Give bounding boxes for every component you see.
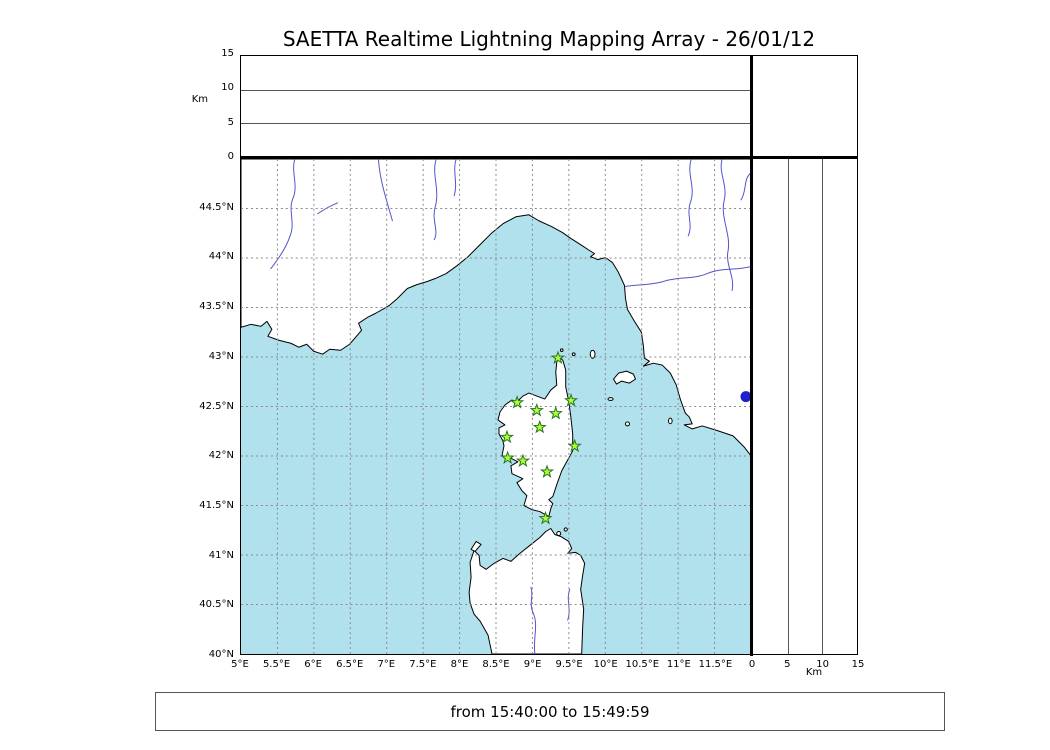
river xyxy=(317,202,339,215)
lma-station-marker xyxy=(529,403,544,417)
island-asinara xyxy=(470,540,482,552)
lon-tick-label: 11.5°E xyxy=(698,659,733,670)
lon-tick-label: 10.5°E xyxy=(625,659,660,670)
river xyxy=(740,172,751,201)
map-panel xyxy=(240,158,752,655)
river xyxy=(270,159,296,270)
lon-tick-label: 9°E xyxy=(523,659,542,670)
lma-station-marker xyxy=(500,450,515,464)
lon-tick-label: 9.5°E xyxy=(555,659,583,670)
lon-tick-label: 6.5°E xyxy=(336,659,364,670)
coastline-sardinia xyxy=(468,528,586,654)
lon-tick-label: 8.5°E xyxy=(482,659,510,670)
alt-lat-gridline xyxy=(822,159,823,654)
lat-tick-label: 41.5°N xyxy=(199,499,234,511)
alt-axis-label-bottom: Km xyxy=(805,667,823,678)
km-tick-label: 15 xyxy=(851,659,865,670)
lma-station-marker xyxy=(548,405,563,420)
river xyxy=(687,159,693,237)
islet xyxy=(571,352,576,357)
lma-station-marker xyxy=(563,393,579,407)
island-caprera xyxy=(563,527,568,532)
lat-tick-label: 40.5°N xyxy=(199,599,234,611)
lat-tick-label: 43.5°N xyxy=(199,301,234,313)
status-bar: from 15:40:00 to 15:49:59 xyxy=(155,692,945,731)
lma-station-marker xyxy=(510,394,525,409)
river xyxy=(720,159,734,291)
lat-tick-label: 41°N xyxy=(208,549,234,561)
km-tick-label: 5 xyxy=(784,659,791,670)
lon-tick-label: 7°E xyxy=(377,659,396,670)
river xyxy=(453,159,457,197)
time-window-text: from 15:40:00 to 15:49:59 xyxy=(450,702,650,721)
rivers xyxy=(270,159,751,654)
lma-station-marker xyxy=(515,453,531,467)
frame-divider-vertical xyxy=(750,55,753,656)
lake-marker xyxy=(740,391,751,403)
lat-tick-label: 42°N xyxy=(208,450,234,462)
island-capraia xyxy=(589,349,596,359)
lma-station-marker xyxy=(550,350,566,364)
km-tick-label: 0 xyxy=(748,659,756,670)
island-montecristo xyxy=(624,421,630,427)
lma-station-marker xyxy=(538,510,553,525)
lma-station-marker xyxy=(539,464,555,478)
lma-station-marker xyxy=(499,429,515,444)
alt-vs-lon-panel xyxy=(240,55,752,158)
figure-title: SAETTA Realtime Lightning Mapping Array … xyxy=(282,27,816,51)
lon-tick-label: 5.5°E xyxy=(262,659,291,670)
lon-tick-label: 11°E xyxy=(666,659,691,670)
landmasses xyxy=(241,159,751,654)
river xyxy=(377,159,393,222)
lon-tick-label: 8°E xyxy=(450,659,469,670)
lma-station-marker xyxy=(567,438,582,453)
alt-tick-label: 5 xyxy=(227,116,234,128)
km-tick-label: 10 xyxy=(816,659,830,670)
river-arno xyxy=(624,266,751,287)
alt-tick-label: 15 xyxy=(221,48,234,59)
alt-vs-lat-panel xyxy=(752,158,858,655)
map-canvas xyxy=(241,159,751,654)
corner-box xyxy=(752,55,858,158)
lon-tick-label: 10°E xyxy=(593,659,618,670)
lon-tick-label: 6°E xyxy=(304,659,322,670)
island-giraglia xyxy=(559,348,564,353)
lon-tick-label: 7.5°E xyxy=(409,659,437,670)
lat-tick-label: 44.5°N xyxy=(199,201,234,213)
alt-lon-gridline xyxy=(241,90,751,91)
station-markers xyxy=(499,350,582,525)
alt-lon-gridline xyxy=(241,123,751,124)
lat-tick-label: 44°N xyxy=(208,251,234,263)
lat-tick-label: 43°N xyxy=(208,350,234,362)
island-pianosa xyxy=(607,397,614,401)
lma-station-marker xyxy=(532,419,547,434)
lon-tick-label: 5°E xyxy=(231,659,249,670)
river xyxy=(433,159,438,241)
lake-markers xyxy=(740,391,751,403)
alt-axis-label-left: Km xyxy=(191,94,208,105)
island-elba xyxy=(613,370,636,385)
island-giglio xyxy=(668,417,673,425)
lat-tick-label: 40°N xyxy=(208,649,234,660)
island-maddalena xyxy=(556,530,562,536)
frame-divider-horizontal xyxy=(240,156,858,159)
lat-tick-label: 42.5°N xyxy=(199,400,234,412)
map-gridlines xyxy=(241,159,751,654)
coastline-mainland xyxy=(241,159,751,457)
alt-tick-label: 0 xyxy=(227,151,234,162)
alt-lat-gridline xyxy=(788,159,789,654)
alt-tick-label: 10 xyxy=(221,82,234,94)
